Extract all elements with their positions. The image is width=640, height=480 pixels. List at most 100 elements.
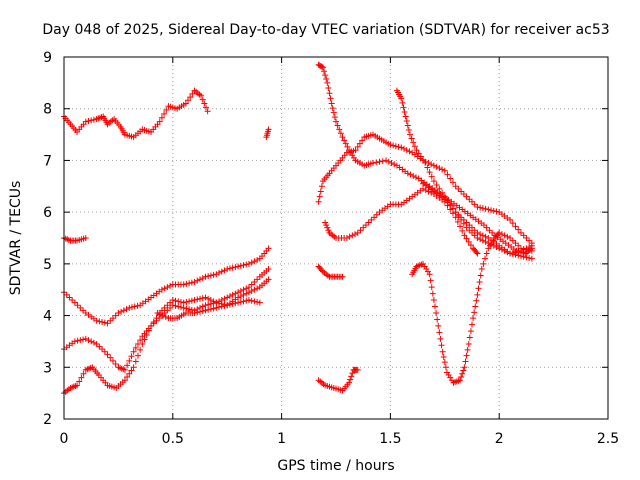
data-point	[422, 160, 429, 167]
data-point	[472, 303, 479, 310]
data-point	[436, 185, 443, 192]
data-point	[528, 242, 535, 249]
data-point	[221, 302, 228, 309]
data-point	[517, 247, 524, 254]
data-point	[457, 223, 464, 230]
data-point	[183, 298, 190, 305]
data-point	[321, 68, 328, 75]
data-point	[235, 263, 242, 270]
data-point	[428, 284, 435, 291]
y-tick-label: 4	[43, 309, 52, 325]
data-point	[371, 214, 378, 221]
data-point	[459, 227, 466, 234]
data-point	[520, 246, 527, 253]
data-point	[226, 301, 233, 308]
data-point	[362, 222, 369, 229]
data-point	[153, 315, 160, 322]
data-point	[341, 137, 348, 144]
data-point	[488, 207, 495, 214]
data-point	[254, 298, 261, 305]
y-tick-label: 2	[43, 412, 52, 428]
series-track-l	[315, 263, 346, 280]
data-point	[474, 250, 481, 257]
data-point	[479, 232, 486, 239]
data-point	[132, 344, 139, 351]
data-point	[346, 379, 353, 386]
data-point	[254, 276, 261, 283]
data-point	[160, 312, 167, 319]
data-point	[243, 290, 250, 297]
data-point	[501, 247, 508, 254]
data-point	[420, 156, 427, 163]
data-point	[354, 229, 361, 236]
data-point	[348, 373, 355, 380]
data-point	[235, 299, 242, 306]
data-point	[441, 167, 448, 174]
data-point	[218, 268, 225, 275]
data-point	[251, 298, 258, 305]
data-point	[452, 209, 459, 216]
data-point	[199, 96, 206, 103]
data-point	[251, 286, 258, 293]
data-point	[134, 302, 141, 309]
x-tick-label: 0.5	[162, 431, 184, 447]
data-point	[479, 205, 486, 212]
data-point	[90, 116, 97, 123]
data-point	[410, 139, 417, 146]
data-point	[126, 357, 133, 364]
data-point	[412, 174, 419, 181]
data-point	[245, 289, 252, 296]
data-point	[224, 266, 231, 273]
data-point	[232, 290, 239, 297]
data-point	[188, 306, 195, 313]
data-point	[66, 294, 73, 301]
data-point	[186, 306, 193, 313]
chart-title: Day 048 of 2025, Sidereal Day-to-day VTE…	[42, 22, 609, 38]
data-point	[240, 291, 247, 298]
series-track-c	[61, 235, 89, 244]
data-point	[365, 219, 372, 226]
data-point	[104, 351, 111, 358]
data-point	[202, 273, 209, 280]
data-point	[158, 307, 165, 314]
data-point	[347, 376, 354, 383]
data-point	[447, 175, 454, 182]
data-point	[517, 229, 524, 236]
series-track-m	[315, 366, 361, 394]
data-point	[221, 267, 228, 274]
data-point	[124, 373, 131, 380]
data-point	[128, 353, 135, 360]
data-point	[466, 227, 473, 234]
data-point	[194, 309, 201, 316]
data-point	[224, 302, 231, 309]
data-points	[61, 61, 535, 397]
data-point	[323, 222, 330, 229]
data-point	[198, 92, 205, 99]
series-track-h	[315, 61, 535, 257]
data-point	[169, 302, 176, 309]
data-point	[112, 361, 119, 368]
data-point	[515, 248, 522, 255]
data-point	[327, 95, 334, 102]
data-point	[470, 315, 477, 322]
data-point	[88, 117, 95, 124]
data-point	[493, 244, 500, 251]
data-point	[202, 307, 209, 314]
data-point	[323, 75, 330, 82]
data-point	[477, 204, 484, 211]
data-point	[405, 127, 412, 134]
data-point	[240, 286, 247, 293]
data-point	[467, 328, 474, 335]
data-point	[360, 224, 367, 231]
data-point	[77, 337, 84, 344]
data-point	[469, 229, 475, 236]
data-point	[433, 163, 440, 170]
x-tick-label: 1	[277, 431, 286, 447]
data-point	[88, 338, 95, 345]
data-point	[486, 227, 493, 234]
y-tick-label: 5	[43, 257, 52, 273]
data-point	[427, 277, 434, 284]
data-point	[417, 153, 424, 160]
data-point	[368, 216, 375, 223]
data-point	[490, 207, 497, 214]
